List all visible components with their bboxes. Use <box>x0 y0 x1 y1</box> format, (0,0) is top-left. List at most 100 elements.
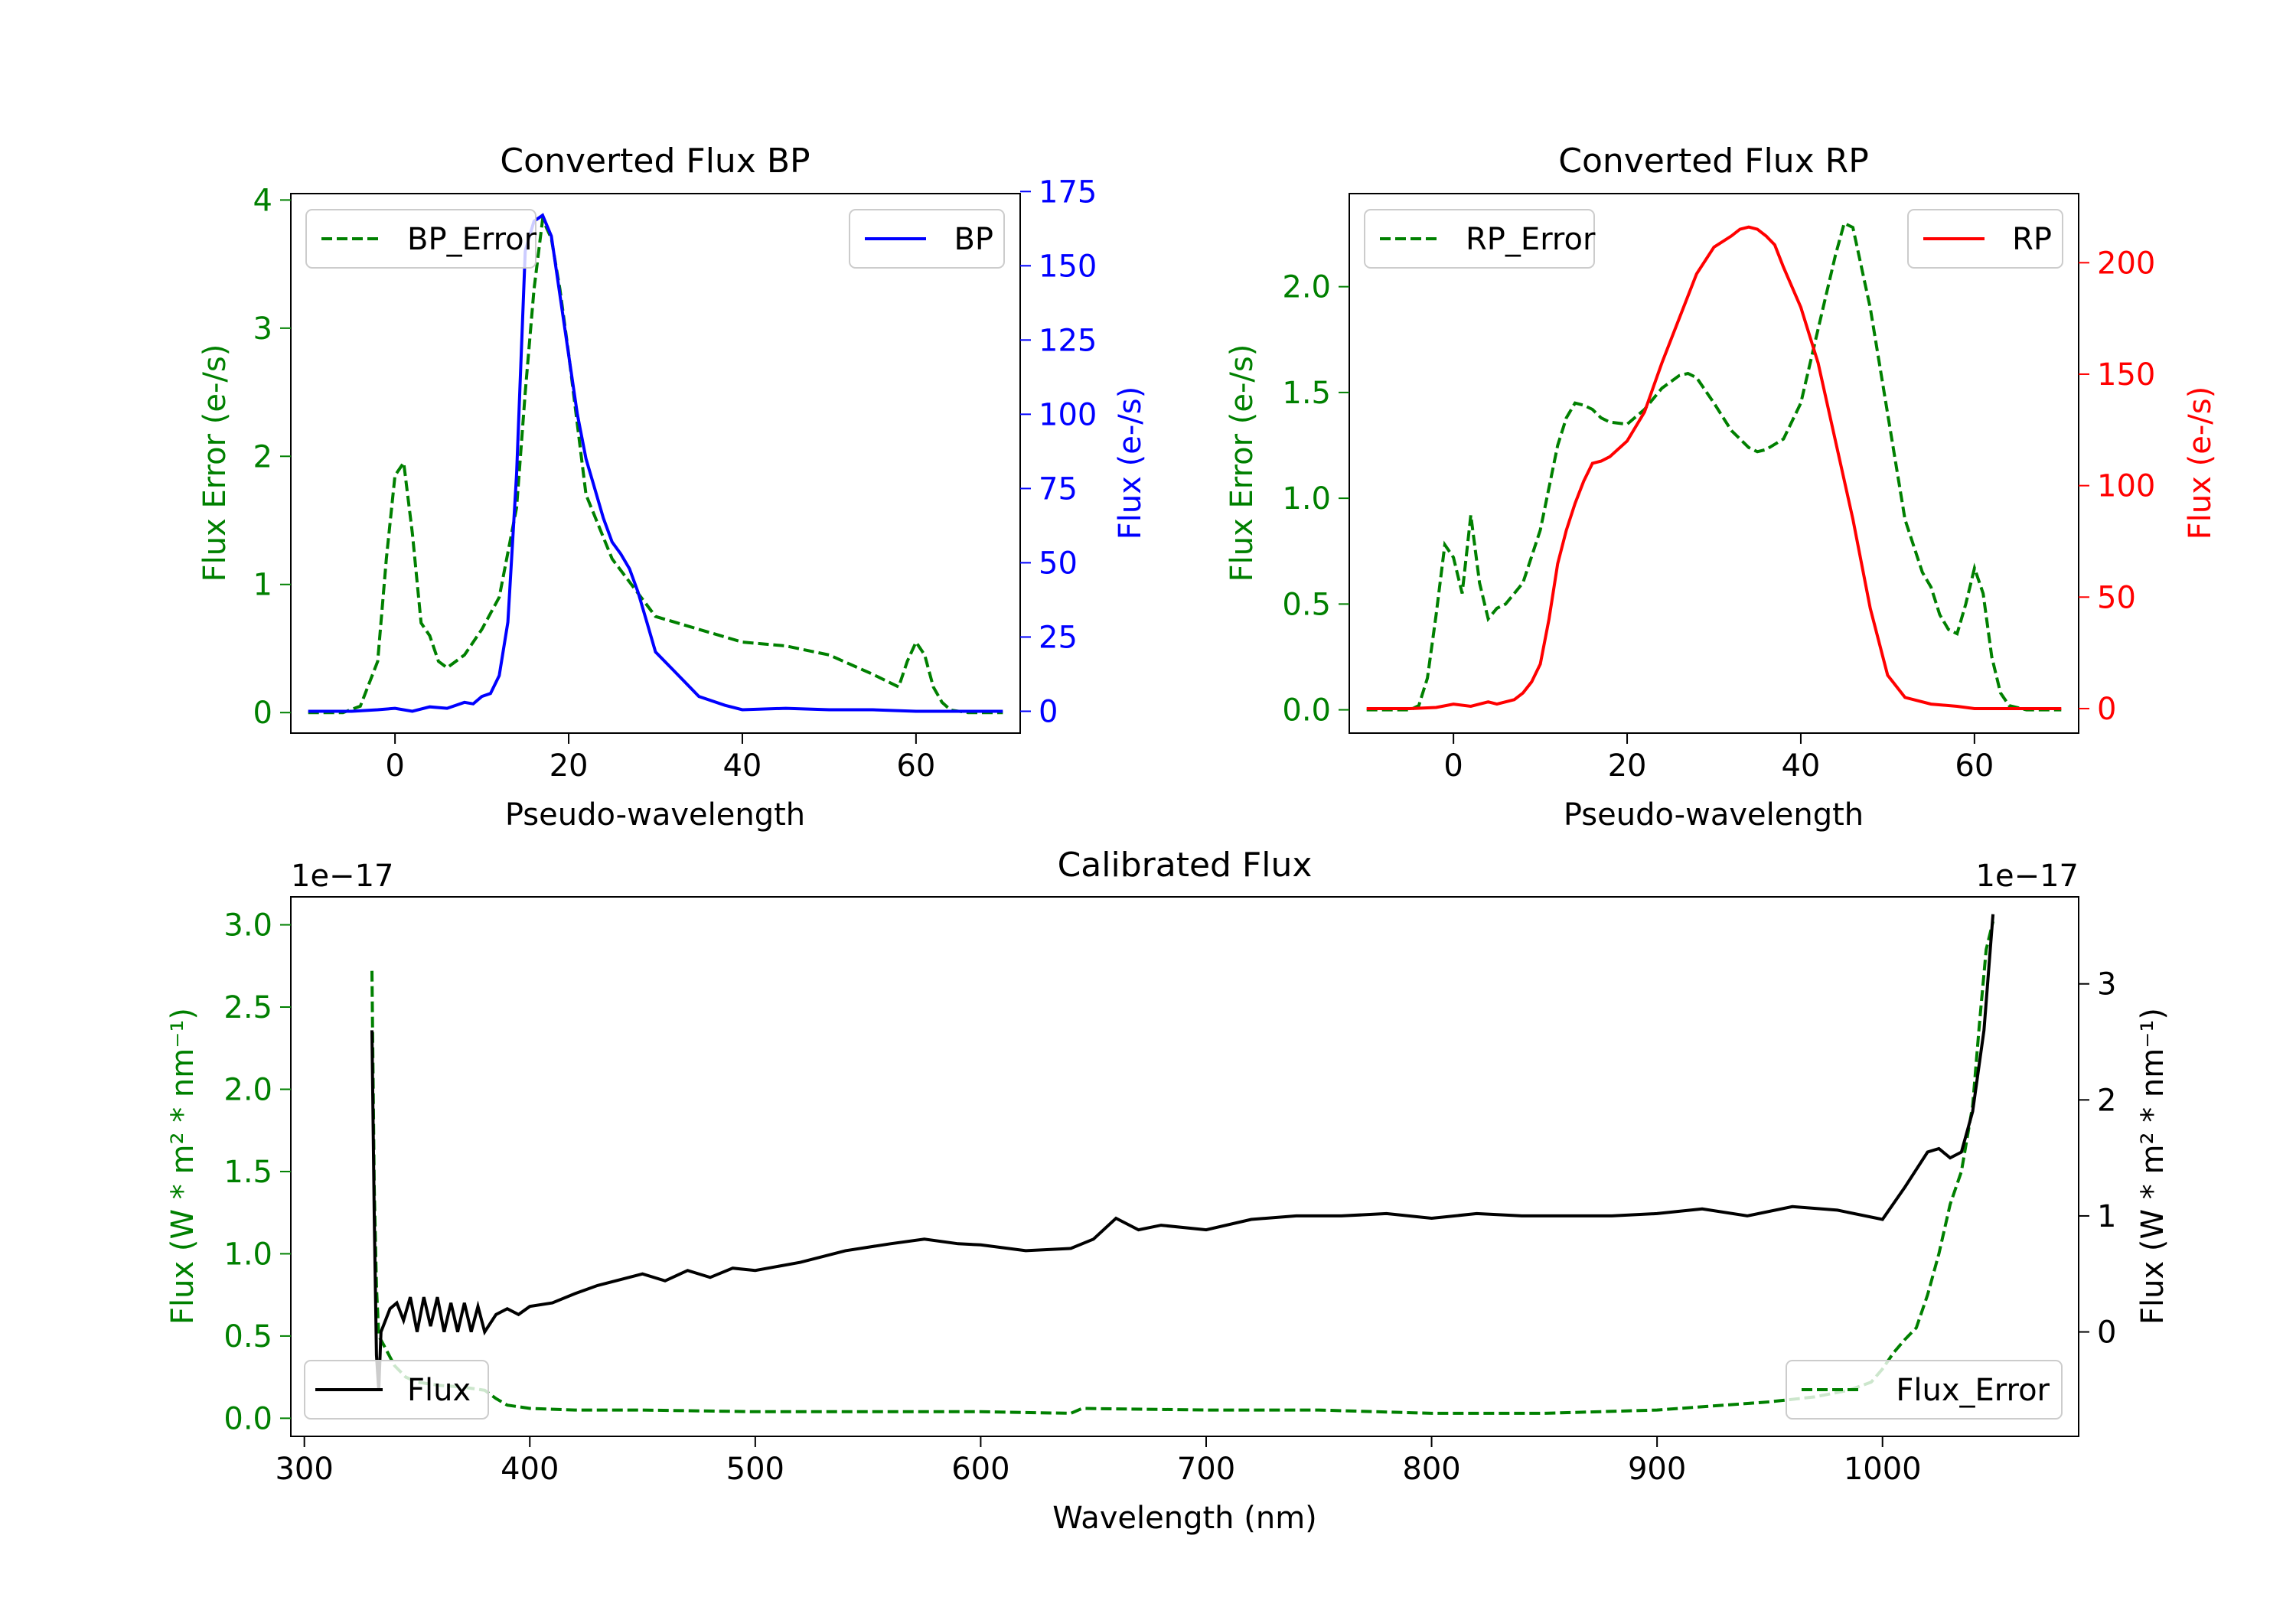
panel-bp-left-axis: 0 1 2 3 4 <box>253 183 291 731</box>
left-y-tick-label: 1.0 <box>1282 481 1331 517</box>
left-y-tick-label: 4 <box>253 183 272 218</box>
panel-calibrated-left-axis: 0.0 0.5 1.0 1.5 2.0 2.5 3.0 <box>223 908 291 1436</box>
legend-flux-label: Flux <box>407 1373 471 1408</box>
x-tick-label: 800 <box>1402 1452 1460 1487</box>
panel-bp-x-axis: 0 20 40 60 <box>385 733 935 784</box>
left-y-tick-label: 1.5 <box>1282 376 1331 411</box>
left-y-tick-label: 2 <box>253 439 272 474</box>
legend-bp-error-box <box>305 209 536 269</box>
flux-line <box>370 914 1995 1390</box>
panel-bp-right-ylabel: Flux (e-/s) <box>1113 386 1148 539</box>
right-y-tick-label: 0 <box>2097 692 2116 727</box>
x-tick-label: 1000 <box>1844 1452 1922 1487</box>
flux-error-line <box>370 921 1995 1415</box>
panel-calibrated-frame <box>290 896 2079 1437</box>
panel-calibrated-x-axis: 300 400 500 600 700 800 900 1000 <box>275 1436 1922 1487</box>
legend-rp-error: RP_Error <box>1364 209 1596 269</box>
left-y-tick-label: 1 <box>253 568 272 603</box>
left-y-tick-label: 0.5 <box>223 1319 272 1354</box>
panel-rp-xlabel: Pseudo-wavelength <box>1564 797 1864 833</box>
panel-bp: Converted Flux BP 0 20 40 60 0 1 2 3 4 0 25 50 75 1… <box>197 142 1148 833</box>
panel-calibrated-title: Calibrated Flux <box>1058 846 1313 885</box>
right-y-tick-label: 100 <box>2097 469 2155 504</box>
x-tick-label: 700 <box>1177 1452 1235 1487</box>
right-y-tick-label: 150 <box>1039 249 1097 284</box>
x-tick-label: 500 <box>726 1452 784 1487</box>
x-tick-label: 20 <box>1608 748 1647 784</box>
panel-calibrated-right-axis: 0 1 2 3 <box>2079 967 2116 1351</box>
right-y-tick-label: 0 <box>1039 694 1058 729</box>
panel-bp-frame <box>290 193 1021 734</box>
x-tick-label: 60 <box>896 748 935 784</box>
legend-flux-box <box>304 1360 489 1420</box>
left-y-tick-label: 1.0 <box>223 1237 272 1272</box>
legend-flux-error: Flux_Error <box>1786 1360 2063 1420</box>
right-y-tick-label: 50 <box>2097 580 2136 615</box>
x-tick-label: 900 <box>1628 1452 1686 1487</box>
right-y-tick-label: 3 <box>2097 967 2116 1002</box>
legend-bp-error-label: BP_Error <box>407 222 537 257</box>
x-tick-label: 40 <box>722 748 762 784</box>
legend-bp-label: BP <box>954 222 993 257</box>
left-y-tick-label: 2.0 <box>1282 270 1331 305</box>
right-y-tick-label: 100 <box>1039 397 1097 432</box>
left-y-tick-label: 3.0 <box>223 908 272 944</box>
left-y-tick-label: 0.0 <box>1282 693 1331 729</box>
x-tick-label: 20 <box>550 748 589 784</box>
legend-bp-error: BP_Error <box>305 209 537 269</box>
right-y-tick-label: 50 <box>1039 546 1078 581</box>
panel-rp: Converted Flux RP 0 20 40 60 0.0 0.5 1.0 1.5 2.… <box>1225 142 2218 833</box>
panel-rp-lines <box>1366 220 2062 712</box>
panel-rp-x-axis: 0 20 40 60 <box>1443 733 1994 784</box>
left-y-tick-label: 0 <box>253 696 272 731</box>
panel-rp-left-axis: 0.0 0.5 1.0 1.5 2.0 <box>1282 270 1349 729</box>
x-tick-label: 0 <box>1443 748 1463 784</box>
x-tick-label: 40 <box>1781 748 1820 784</box>
left-y-tick-label: 1.5 <box>223 1155 272 1190</box>
right-y-tick-label: 125 <box>1039 323 1097 358</box>
left-y-tick-label: 2.5 <box>223 990 272 1025</box>
x-tick-label: 400 <box>501 1452 559 1487</box>
left-y-tick-label: 0.5 <box>1282 587 1331 622</box>
legend-rp-label: RP <box>2012 222 2052 257</box>
left-y-tick-label: 0.0 <box>223 1401 272 1436</box>
legend-rp: RP <box>1907 209 2063 269</box>
panel-bp-right-axis: 0 25 50 75 100 125 150 175 <box>1020 174 1097 729</box>
legend-flux-error-label: Flux_Error <box>1896 1373 2050 1408</box>
left-offset-text: 1e−17 <box>291 859 393 894</box>
panel-rp-frame <box>1349 193 2079 734</box>
legend-rp-error-box <box>1364 209 1595 269</box>
panel-calibrated-xlabel: Wavelength (nm) <box>1052 1501 1317 1536</box>
panel-calibrated-right-ylabel: Flux (W * m² * nm⁻¹) <box>2135 1008 2170 1325</box>
x-tick-label: 600 <box>951 1452 1009 1487</box>
right-offset-text: 1e−17 <box>1976 859 2079 894</box>
panel-calibrated-lines <box>370 914 1995 1415</box>
panel-calibrated-left-ylabel: Flux (W * m² * nm⁻¹) <box>165 1008 201 1325</box>
panel-bp-title: Converted Flux BP <box>500 142 810 181</box>
panel-bp-lines <box>308 213 1003 715</box>
right-y-tick-label: 150 <box>2097 357 2155 393</box>
right-y-tick-label: 0 <box>2097 1315 2116 1351</box>
left-y-tick-label: 3 <box>253 311 272 347</box>
panel-bp-left-ylabel: Flux Error (e-/s) <box>197 344 233 582</box>
bp-error-line <box>308 214 1003 715</box>
legend-bp: BP <box>849 209 1005 269</box>
right-y-tick-label: 200 <box>2097 246 2155 281</box>
legend-rp-box <box>1907 209 2063 269</box>
x-tick-label: 60 <box>1955 748 1994 784</box>
x-tick-label: 0 <box>385 748 404 784</box>
panel-rp-title: Converted Flux RP <box>1558 142 1869 181</box>
legend-rp-error-label: RP_Error <box>1466 222 1596 257</box>
legend-flux-error-box <box>1786 1360 2063 1420</box>
rp-flux-line <box>1366 225 2062 710</box>
right-y-tick-label: 1 <box>2097 1199 2116 1234</box>
right-y-tick-label: 175 <box>1039 174 1097 210</box>
panel-rp-right-ylabel: Flux (e-/s) <box>2183 386 2218 539</box>
panel-rp-right-axis: 0 50 100 150 200 <box>2079 246 2155 727</box>
right-y-tick-label: 25 <box>1039 620 1078 655</box>
left-y-tick-label: 2.0 <box>223 1072 272 1107</box>
panel-bp-xlabel: Pseudo-wavelength <box>505 797 805 833</box>
legend-bp-box <box>849 209 1005 269</box>
panel-rp-left-ylabel: Flux Error (e-/s) <box>1225 344 1260 582</box>
x-tick-label: 300 <box>275 1452 333 1487</box>
